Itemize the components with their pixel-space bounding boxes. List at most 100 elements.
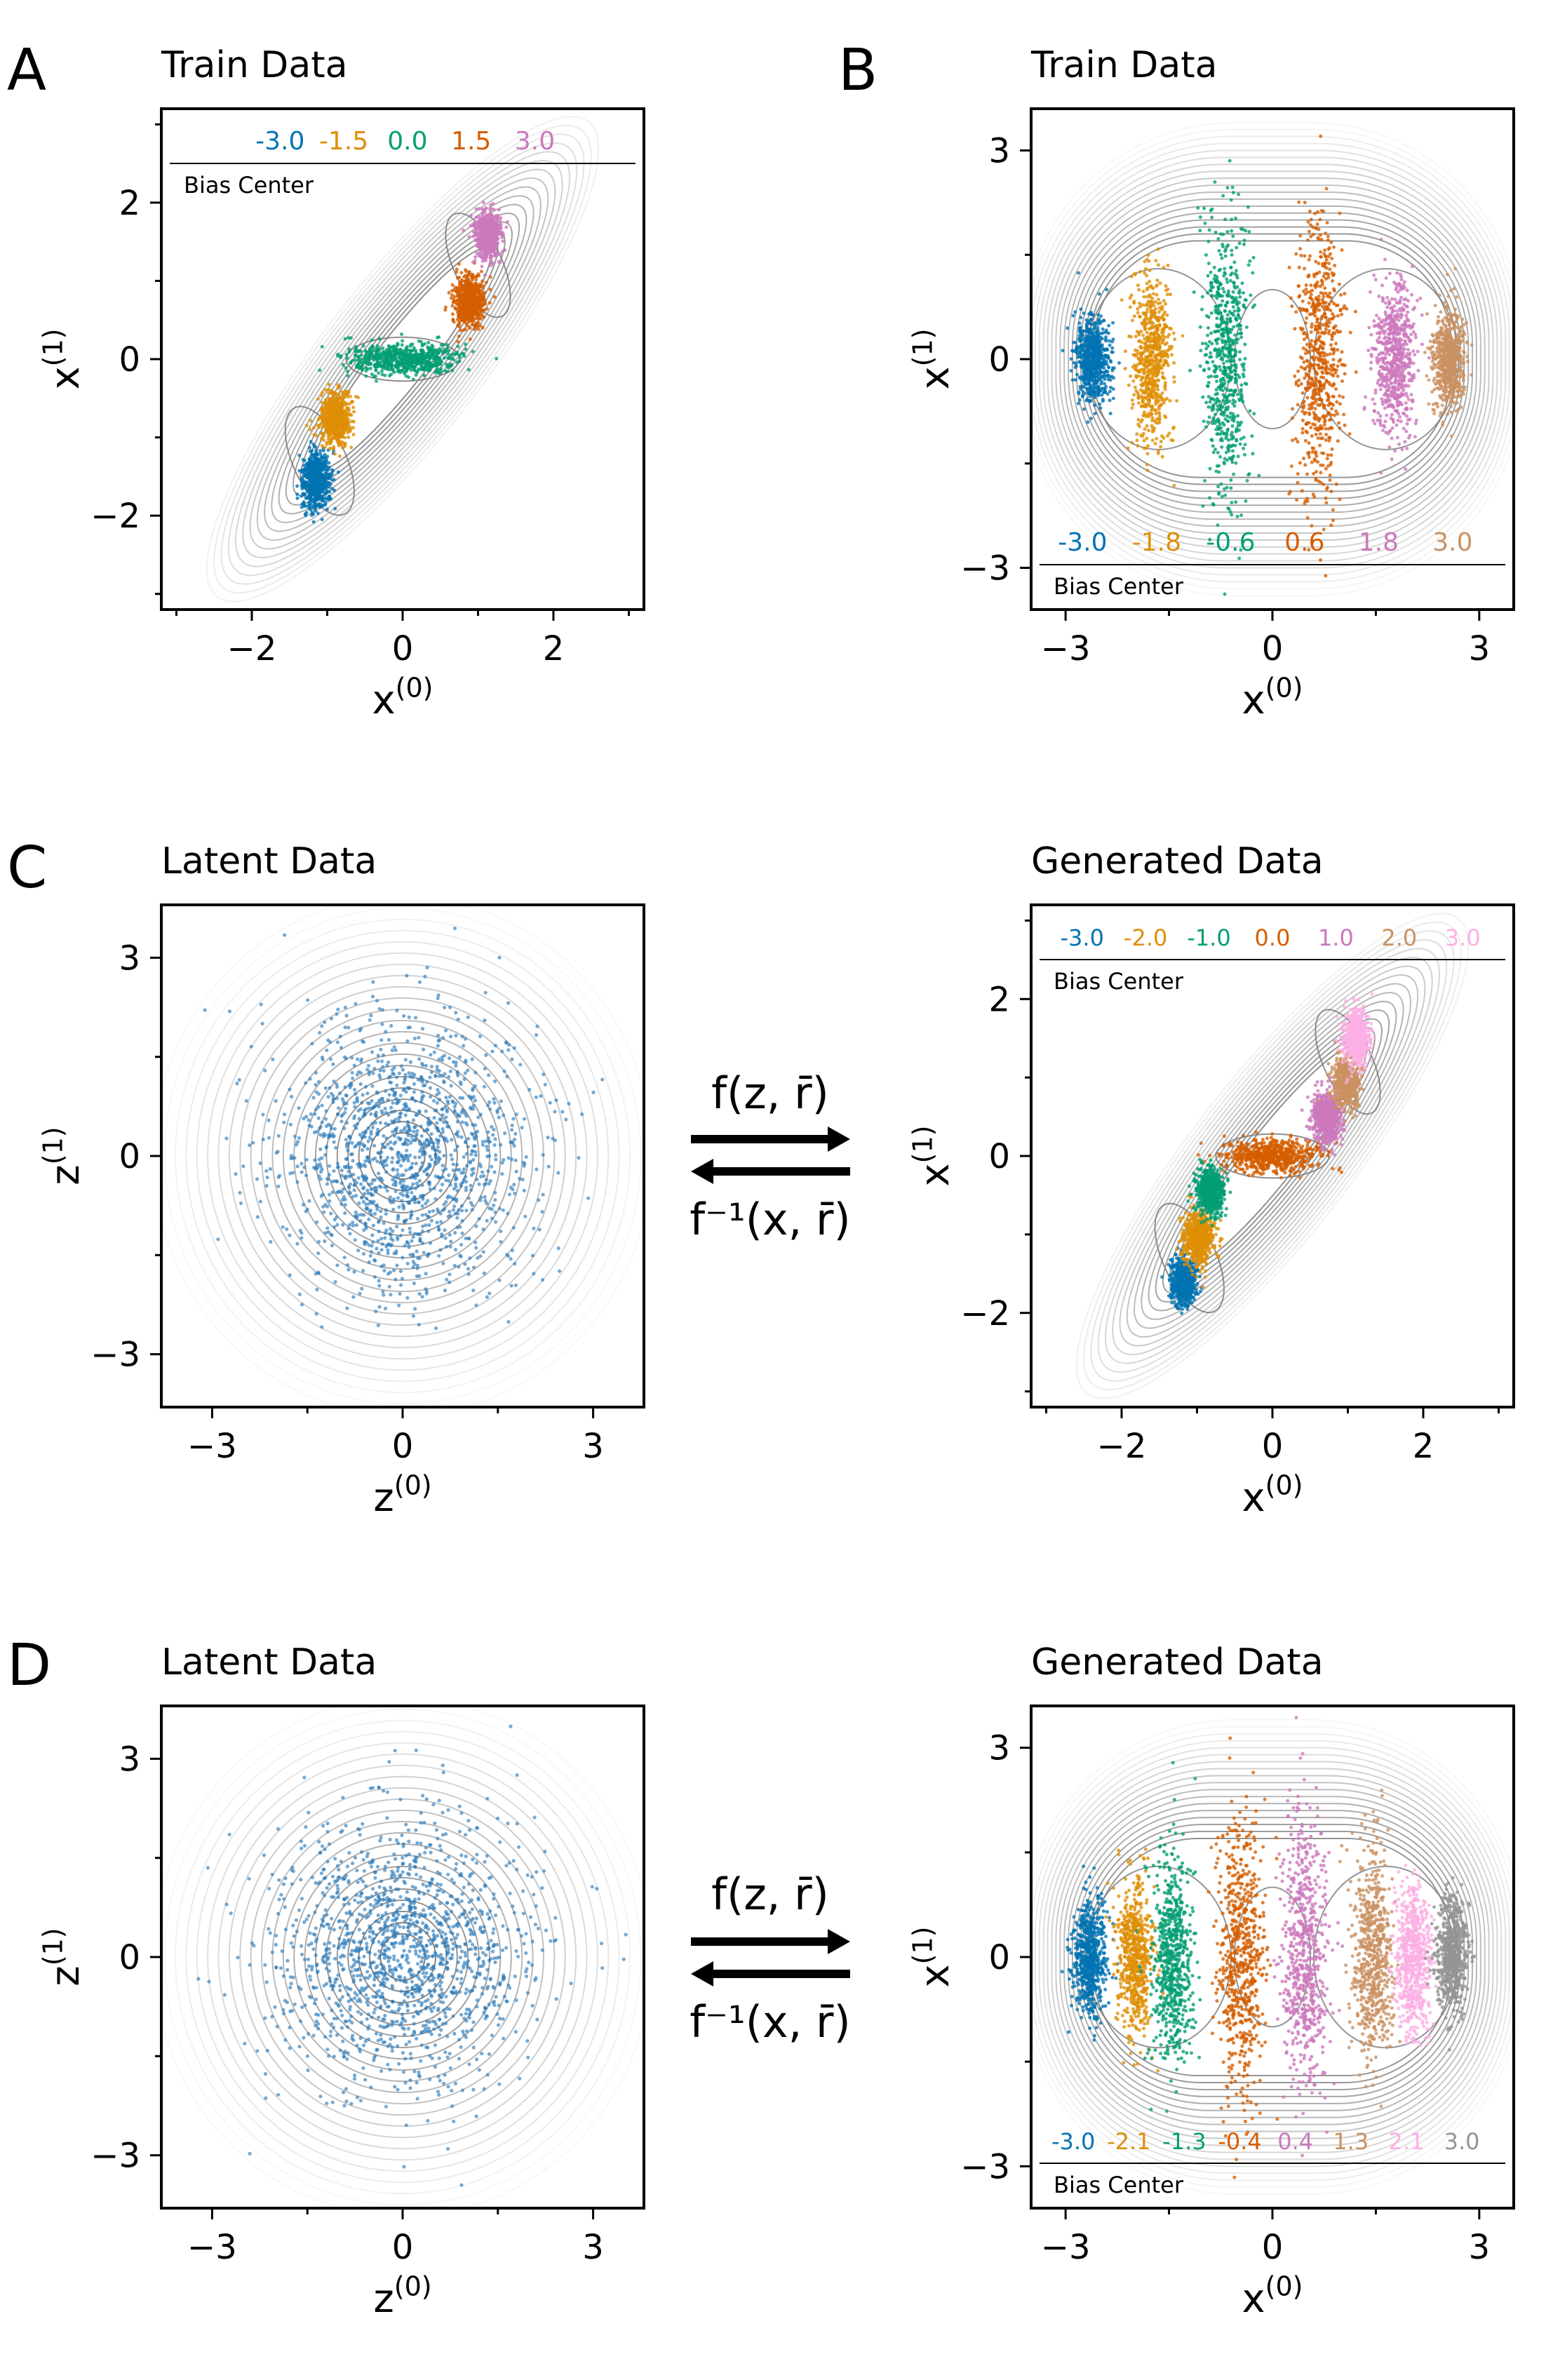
data-point xyxy=(1086,348,1090,352)
data-point xyxy=(1238,350,1242,354)
data-point xyxy=(1139,394,1143,398)
data-point xyxy=(1133,385,1137,389)
data-point xyxy=(1134,365,1138,369)
data-point xyxy=(321,438,325,442)
data-point xyxy=(1150,375,1155,379)
data-point xyxy=(379,357,383,361)
data-point xyxy=(323,388,327,392)
data-point xyxy=(1089,312,1094,316)
data-point xyxy=(422,373,426,377)
data-point xyxy=(1220,445,1224,449)
data-point xyxy=(331,436,335,439)
data-point xyxy=(1168,398,1172,403)
data-point xyxy=(1237,556,1242,560)
data-point xyxy=(412,346,416,350)
data-point xyxy=(1149,391,1153,395)
data-point xyxy=(324,424,328,428)
data-point xyxy=(314,466,318,471)
legend-title: Bias Center xyxy=(184,172,314,199)
data-point xyxy=(346,374,350,378)
data-point xyxy=(1100,393,1104,397)
data-point xyxy=(353,358,357,362)
data-point xyxy=(1158,358,1162,363)
data-point xyxy=(1079,307,1083,311)
data-point xyxy=(352,410,356,414)
data-point xyxy=(1085,328,1089,332)
data-point xyxy=(1082,407,1086,411)
data-point xyxy=(344,366,348,370)
data-point xyxy=(480,279,485,283)
data-point xyxy=(1246,205,1250,209)
data-point xyxy=(1123,367,1127,370)
data-point xyxy=(405,361,409,365)
plot-area xyxy=(1031,121,1514,597)
data-point xyxy=(1148,295,1152,299)
data-point xyxy=(408,360,412,363)
data-point xyxy=(1099,382,1103,386)
data-point xyxy=(1230,217,1234,222)
data-point xyxy=(1099,314,1103,318)
data-point xyxy=(1102,358,1106,362)
data-point xyxy=(300,505,304,509)
data-point xyxy=(466,273,470,277)
data-point xyxy=(323,445,327,450)
data-point xyxy=(1221,194,1225,198)
data-point xyxy=(1096,322,1099,326)
data-point xyxy=(341,416,345,420)
data-point xyxy=(349,445,354,450)
data-point xyxy=(1222,290,1226,294)
data-point xyxy=(502,248,506,253)
data-point xyxy=(308,427,312,431)
data-point xyxy=(1081,389,1085,394)
data-point xyxy=(325,442,329,446)
data-point xyxy=(307,504,311,509)
data-point xyxy=(1129,335,1133,339)
data-point xyxy=(469,290,473,295)
data-point xyxy=(342,396,346,400)
data-point xyxy=(381,364,385,368)
data-point xyxy=(1149,408,1153,412)
data-point xyxy=(482,291,485,295)
data-point xyxy=(1239,437,1243,441)
data-point xyxy=(1131,365,1135,369)
data-point xyxy=(495,356,499,361)
data-point xyxy=(464,316,468,320)
data-point xyxy=(344,420,348,424)
data-point xyxy=(319,485,323,490)
data-point xyxy=(475,232,479,236)
data-point xyxy=(308,486,312,490)
data-point xyxy=(1240,281,1244,285)
data-point xyxy=(1111,396,1115,401)
data-point xyxy=(1231,191,1235,195)
data-point xyxy=(1164,288,1168,293)
data-point xyxy=(382,351,386,356)
data-point xyxy=(1159,396,1163,400)
data-point xyxy=(1230,229,1234,233)
data-point xyxy=(418,354,422,358)
data-point xyxy=(405,369,409,373)
data-point xyxy=(1136,401,1141,405)
data-point xyxy=(438,347,442,351)
data-point xyxy=(1135,438,1139,443)
data-point xyxy=(1106,373,1110,377)
data-point xyxy=(370,338,374,342)
contour-line xyxy=(1031,135,1514,583)
data-point xyxy=(1162,265,1166,269)
data-point xyxy=(1225,359,1229,363)
data-point xyxy=(1165,293,1169,297)
legend-entry: -3.0 xyxy=(255,127,304,156)
data-point xyxy=(462,289,466,293)
data-point xyxy=(480,325,485,330)
data-point xyxy=(1216,523,1220,527)
data-point xyxy=(1096,353,1099,357)
data-point xyxy=(436,368,441,372)
data-point xyxy=(356,358,361,363)
contour-line xyxy=(1042,156,1502,562)
scatter-series xyxy=(1061,271,1121,424)
data-point xyxy=(1165,396,1169,401)
scatter-series xyxy=(295,440,340,524)
data-point xyxy=(1081,348,1085,351)
data-point xyxy=(1172,375,1176,379)
data-point xyxy=(493,234,497,238)
data-point xyxy=(483,273,487,277)
